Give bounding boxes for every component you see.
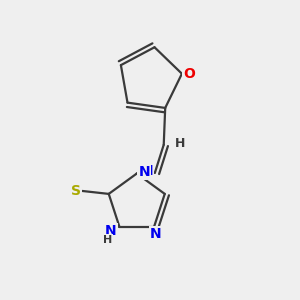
Text: H: H xyxy=(175,137,185,150)
Text: N: N xyxy=(150,227,161,241)
Text: S: S xyxy=(71,184,81,198)
Text: N: N xyxy=(138,165,150,179)
Text: O: O xyxy=(183,67,195,81)
Text: N: N xyxy=(105,224,116,238)
Text: H: H xyxy=(103,235,112,245)
Text: N: N xyxy=(142,164,153,178)
